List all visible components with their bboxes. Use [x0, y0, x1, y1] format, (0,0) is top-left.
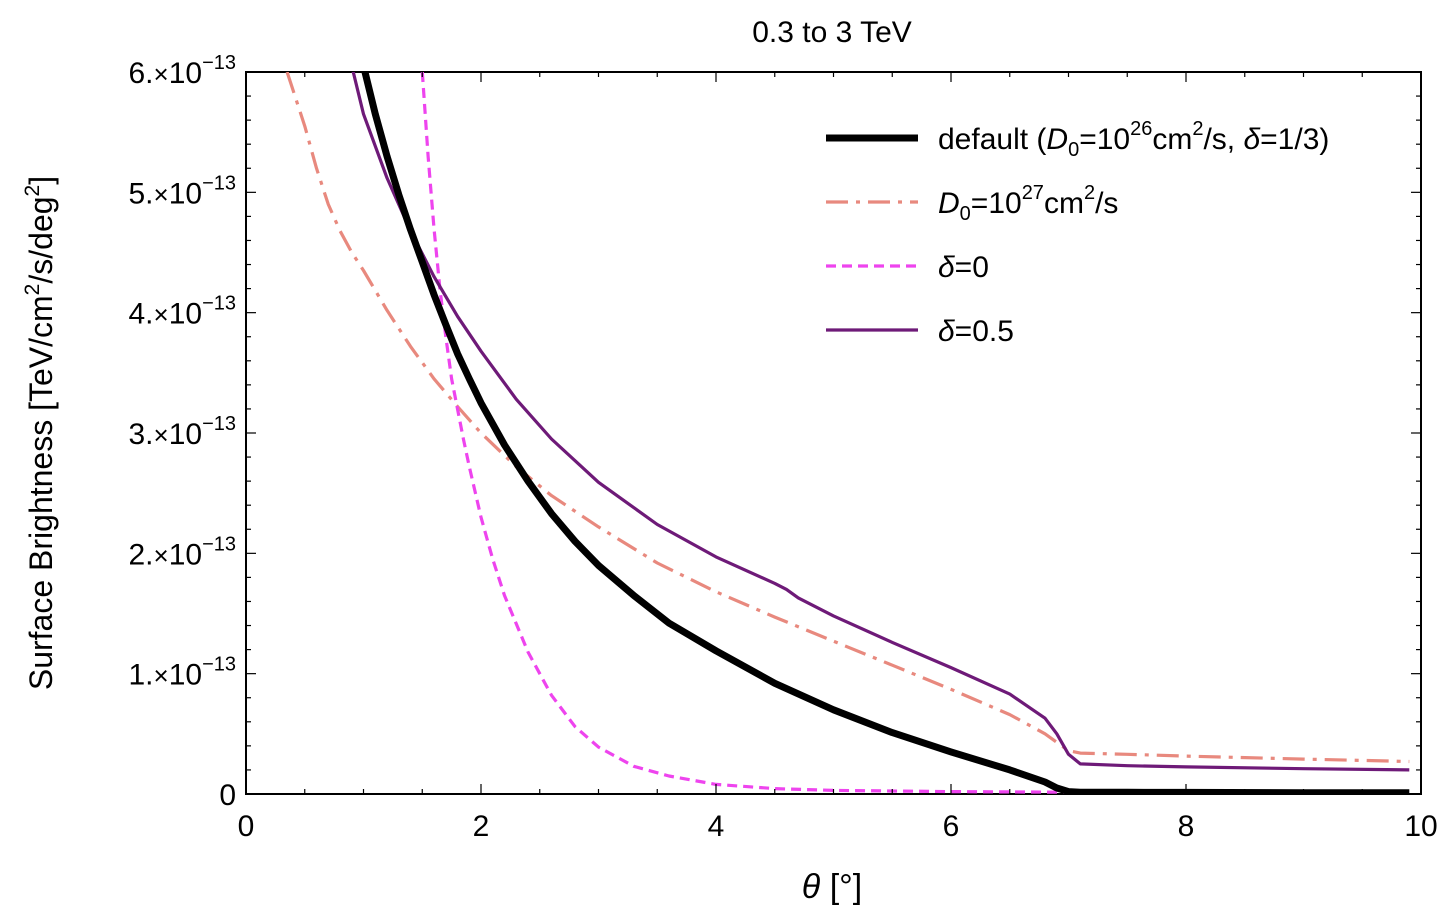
y-tick-mantissa: 4.	[128, 298, 153, 331]
plot-frame	[245, 71, 1422, 795]
y-tick-label: 0	[219, 779, 236, 812]
y-tick-label: 3.×10−13	[128, 413, 236, 451]
legend-text-part: =0.5	[955, 315, 1014, 348]
x-tick-label: 2	[473, 810, 490, 843]
legend-text-part: D	[938, 187, 960, 220]
plot-area	[245, 71, 1422, 795]
y-tick-base: 10	[169, 659, 202, 692]
y-tick-exponent: −13	[202, 52, 236, 74]
legend-text-part: δ	[938, 251, 955, 284]
y-tick-times: ×	[154, 59, 169, 89]
series-layer	[285, 72, 1410, 794]
y-tick-mantissa: 3.	[128, 418, 153, 451]
y-tick-labels: 01.×10−132.×10−133.×10−134.×10−135.×10−1…	[128, 52, 236, 812]
y-tick-label: 4.×10−13	[128, 293, 236, 331]
legend-text-part: δ	[1243, 123, 1260, 156]
legend-text-part: 2	[1192, 118, 1203, 140]
series-line	[420, 72, 1410, 794]
y-tick-mantissa: 5.	[128, 177, 153, 210]
y-tick-mantissa: 2.	[128, 538, 153, 571]
y-tick-times: ×	[154, 179, 169, 209]
y-tick-base: 10	[169, 177, 202, 210]
y-tick-label: 5.×10−13	[128, 172, 236, 210]
y-tick-label: 2.×10−13	[128, 533, 236, 571]
ticks-layer	[245, 71, 1422, 795]
y-tick-base: 10	[169, 298, 202, 331]
y-axis-title-part: /s/deg	[23, 196, 59, 283]
y-tick-mantissa: 1.	[128, 659, 153, 692]
y-tick-label: 1.×10−13	[128, 654, 236, 692]
legend-label: δ=0	[938, 251, 989, 284]
legend-text-part: =10	[1079, 123, 1130, 156]
legend-text-part: =10	[971, 187, 1022, 220]
x-axis-symbol: θ	[802, 868, 821, 906]
y-tick-base: 10	[169, 418, 202, 451]
x-tick-label: 6	[943, 810, 960, 843]
y-tick-times: ×	[154, 540, 169, 570]
legend-text-part: /s,	[1203, 123, 1243, 156]
legend-label: δ=0.5	[938, 315, 1014, 348]
legend-text-part: 27	[1022, 182, 1044, 204]
x-tick-label: 0	[238, 810, 255, 843]
x-tick-labels: 0 2 4 6 8 10	[238, 810, 1438, 843]
y-tick-exponent: −13	[202, 654, 236, 676]
y-tick-times: ×	[154, 300, 169, 330]
y-axis-title-part: Surface Brightness [TeV/cm	[23, 295, 59, 690]
legend-text-part: =1/3)	[1260, 123, 1329, 156]
legend-text-part: 0	[1068, 139, 1079, 161]
y-tick-mantissa: 6.	[128, 57, 153, 90]
y-tick-times: ×	[154, 661, 169, 691]
x-axis-title: θ [°]	[802, 868, 862, 906]
y-axis-title-sup: 2	[21, 284, 44, 296]
legend-text-part: δ	[938, 315, 955, 348]
legend: default (D0=1026cm2/s, δ=1/3)D0=1027cm2/…	[826, 118, 1329, 348]
legend-label: default (D0=1026cm2/s, δ=1/3)	[938, 118, 1329, 161]
legend-text-part: /s	[1095, 187, 1118, 220]
y-tick-exponent: −13	[202, 533, 236, 555]
x-axis-unit: [°]	[820, 868, 862, 906]
x-tick-label: 10	[1404, 810, 1437, 843]
y-tick-exponent: −13	[202, 293, 236, 315]
y-axis-title-part: ]	[23, 176, 59, 185]
legend-text-part: 2	[1084, 182, 1095, 204]
y-axis-title: Surface Brightness [TeV/cm2/s/deg2]	[21, 176, 59, 690]
legend-text-part: D	[1046, 123, 1068, 156]
legend-label: D0=1027cm2/s	[938, 182, 1118, 225]
chart-title: 0.3 to 3 TeV	[752, 16, 912, 49]
series-line	[361, 72, 1410, 794]
y-tick-exponent: −13	[202, 413, 236, 435]
legend-text-part: =0	[955, 251, 989, 284]
y-tick-label: 6.×10−13	[128, 52, 236, 90]
legend-text-part: cm	[1152, 123, 1192, 156]
series-line	[351, 72, 1410, 772]
y-tick-times: ×	[154, 420, 169, 450]
y-tick-exponent: −13	[202, 172, 236, 194]
y-axis-title-sup: 2	[21, 185, 44, 197]
y-tick-base: 10	[169, 57, 202, 90]
legend-text-part: 0	[960, 203, 971, 225]
x-tick-label: 8	[1178, 810, 1195, 843]
legend-text-part: default (	[938, 123, 1046, 156]
legend-text-part: 26	[1130, 118, 1152, 140]
y-tick-base: 10	[169, 538, 202, 571]
x-tick-label: 4	[708, 810, 725, 843]
legend-text-part: cm	[1044, 187, 1084, 220]
series-line	[285, 72, 1410, 764]
